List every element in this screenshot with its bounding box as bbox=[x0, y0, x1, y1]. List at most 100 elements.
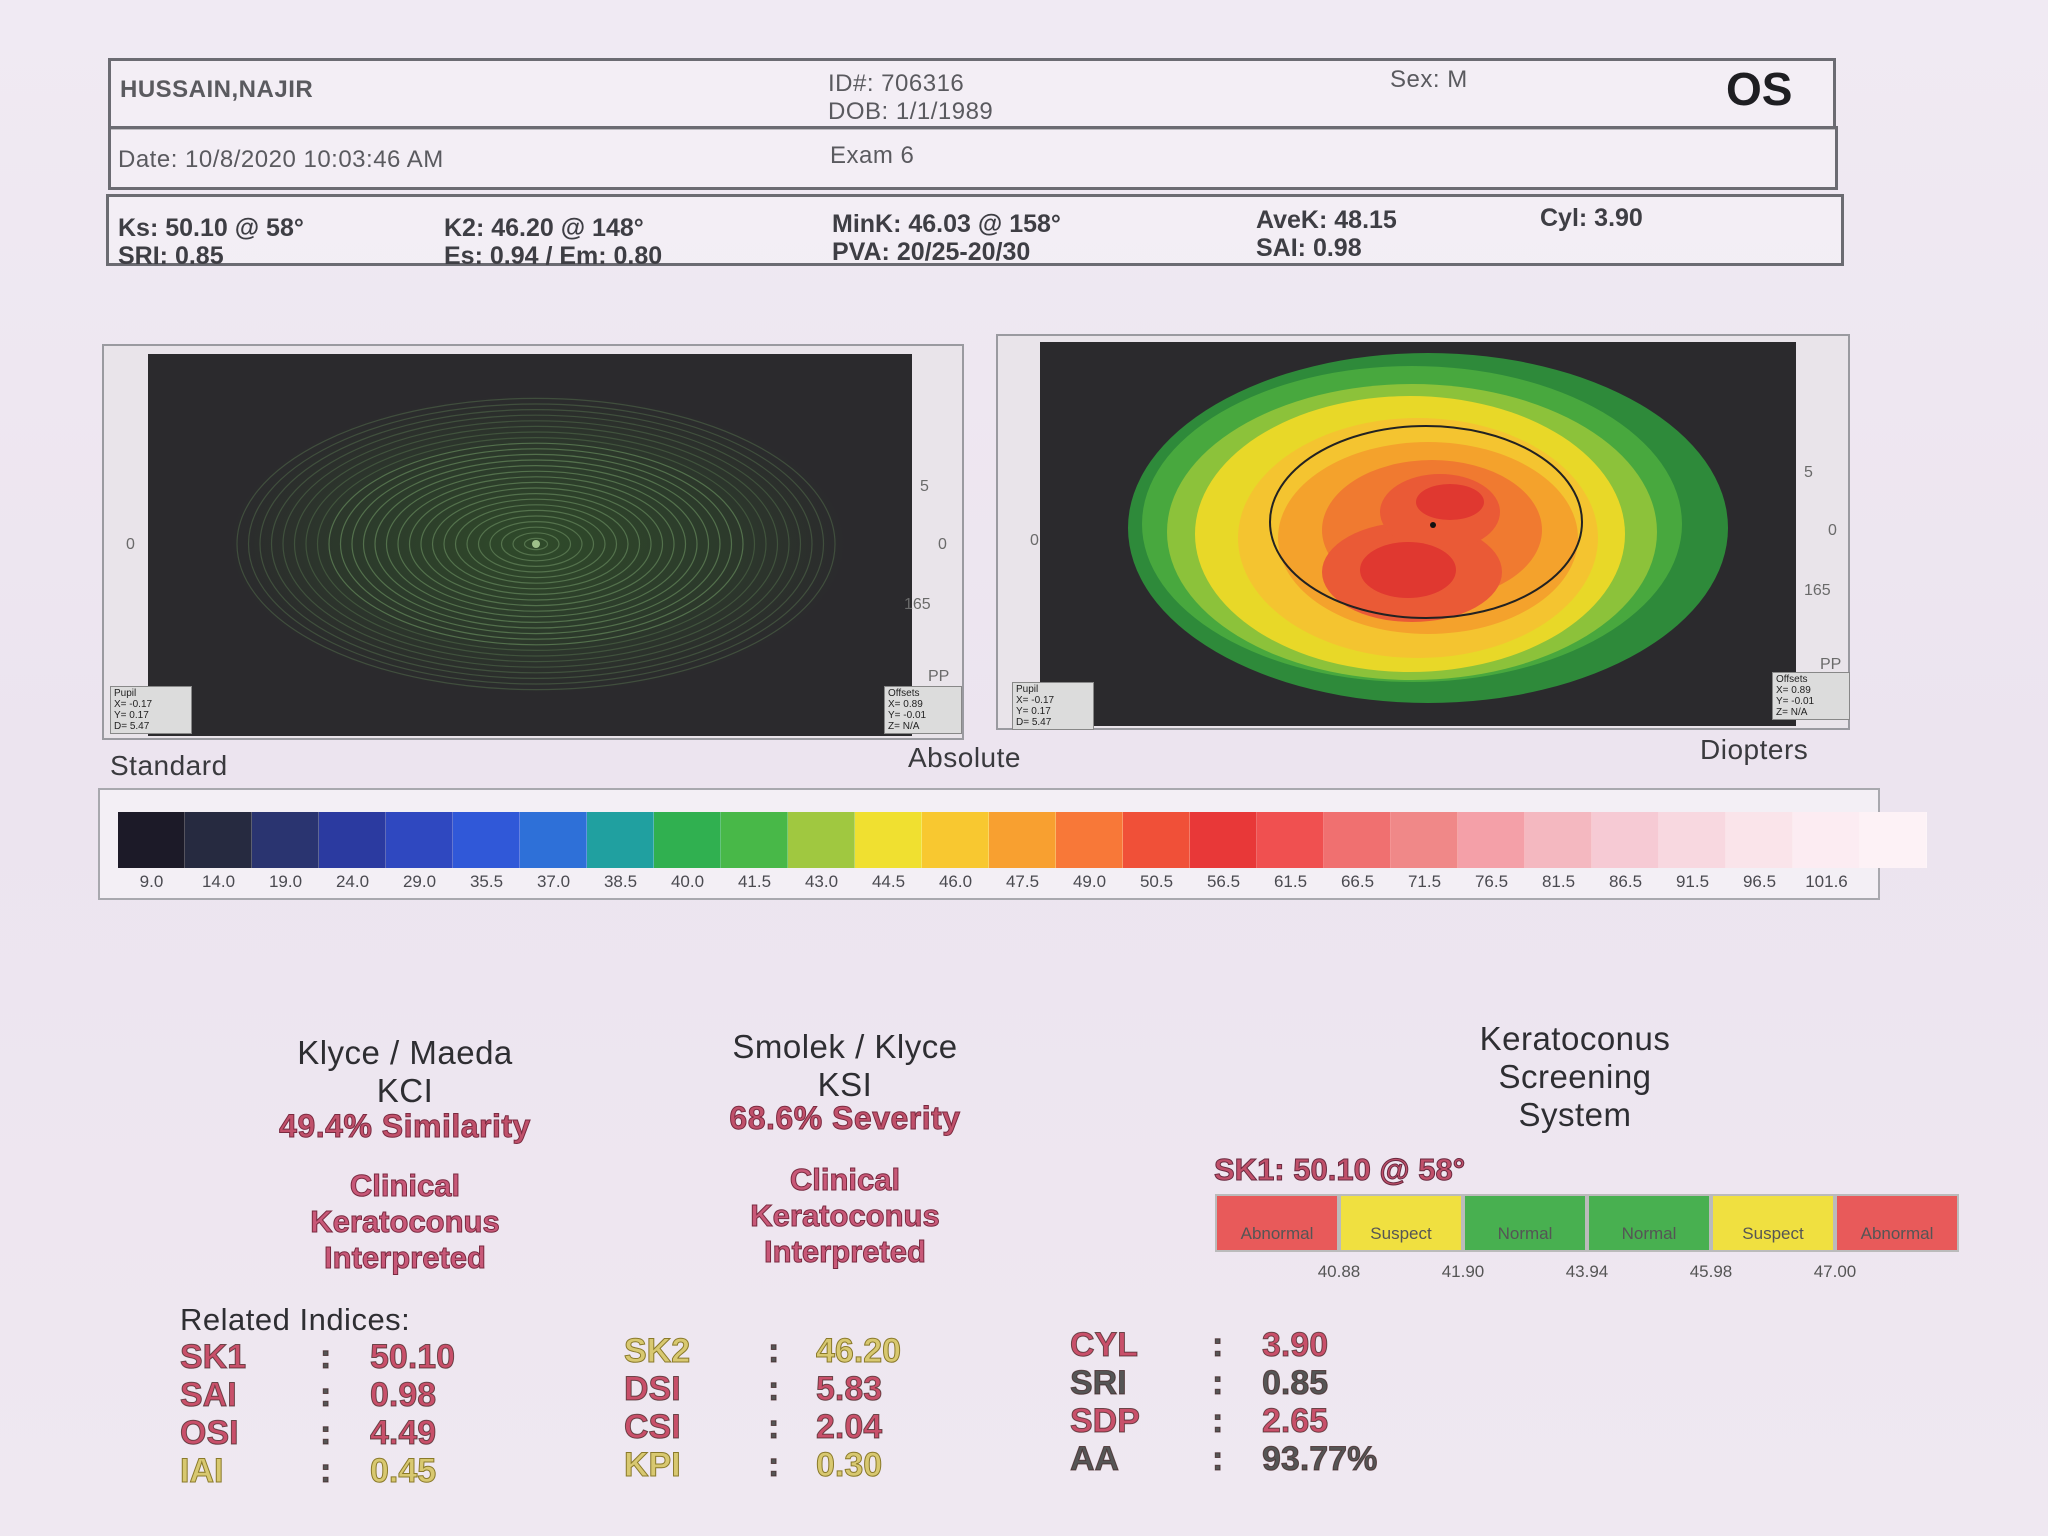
scale-label: 76.5 bbox=[1474, 872, 1509, 891]
index-separator: : bbox=[767, 1332, 780, 1371]
placido-ring bbox=[316, 436, 756, 652]
scale-label: 61.5 bbox=[1273, 872, 1308, 891]
kss-segment: Normal bbox=[1463, 1194, 1587, 1252]
placido-ring bbox=[270, 414, 802, 674]
scale-label: 29.0 bbox=[402, 872, 437, 891]
kss-tick: 41.90 bbox=[1441, 1262, 1485, 1281]
kci-value: 49.4% Similarity bbox=[279, 1108, 531, 1145]
sri-value: SRI: 0.85 bbox=[118, 242, 224, 270]
scale-label: 46.0 bbox=[938, 872, 973, 891]
scale-label: 40.0 bbox=[670, 872, 705, 891]
kss-tick: 40.88 bbox=[1317, 1262, 1361, 1281]
right-offsets-info: Offsets X= 0.89 Y= -0.01 Z= N/A bbox=[1772, 672, 1850, 720]
color-scale-labels: 9.0 14.0 19.0 24.0 29.0 35.5 37.0 38.5 40.0 41.5 4… bbox=[118, 872, 1860, 892]
index-value: 93.77% bbox=[1261, 1440, 1378, 1479]
exam-date: Date: 10/8/2020 10:03:46 AM bbox=[118, 146, 444, 173]
index-separator: : bbox=[767, 1446, 780, 1485]
scale-label: 43.0 bbox=[804, 872, 839, 891]
scale-swatch bbox=[922, 812, 989, 868]
kss-segment: Suspect bbox=[1711, 1194, 1835, 1252]
placido-ring bbox=[282, 420, 790, 668]
index-separator: : bbox=[1211, 1402, 1224, 1441]
index-separator: : bbox=[1211, 1364, 1224, 1403]
placido-ring bbox=[328, 442, 744, 646]
scale-label: 96.5 bbox=[1742, 872, 1777, 891]
left-offsets-info: Offsets X= 0.89 Y= -0.01 Z= N/A bbox=[884, 686, 962, 734]
index-name: SK2 bbox=[623, 1332, 691, 1371]
right-side-tick-1: 5 bbox=[1804, 464, 1813, 481]
scale-swatch bbox=[855, 812, 922, 868]
kss-segment: Abnormal bbox=[1835, 1194, 1959, 1252]
patient-dob: DOB: 1/1/1989 bbox=[828, 98, 994, 125]
left-side-tick-1: 5 bbox=[920, 478, 929, 495]
right-side-tick-2: 0 bbox=[1828, 522, 1837, 539]
ksi-title: Smolek / Klyce KSI bbox=[732, 1028, 958, 1103]
kss-segment-bar: Abnormal Suspect Normal Normal Suspect Abnorm… bbox=[1215, 1194, 1959, 1252]
placido-ring bbox=[512, 532, 560, 556]
placido-ring bbox=[420, 487, 652, 601]
eye-indicator: OS bbox=[1726, 63, 1793, 115]
scale-swatch bbox=[185, 812, 252, 868]
scale-label: 38.5 bbox=[603, 872, 638, 891]
scale-label: 91.5 bbox=[1675, 872, 1710, 891]
left-side-tick-3: 165 bbox=[904, 596, 931, 613]
index-name: IAI bbox=[179, 1452, 224, 1491]
scale-swatch bbox=[788, 812, 855, 868]
left-side-tick-pp: PP bbox=[928, 668, 950, 685]
index-name: CSI bbox=[624, 1408, 682, 1447]
kss-title: Keratoconus Screening System bbox=[1479, 1020, 1671, 1133]
scale-swatch bbox=[721, 812, 788, 868]
index-separator: : bbox=[319, 1376, 332, 1415]
scale-label: 47.5 bbox=[1005, 872, 1040, 891]
scale-swatch bbox=[1324, 812, 1391, 868]
placido-ring bbox=[259, 409, 813, 679]
index-value: 46.20 bbox=[815, 1332, 902, 1371]
cyl-value: Cyl: 3.90 bbox=[1540, 204, 1643, 232]
index-value: 0.30 bbox=[815, 1446, 883, 1485]
scale-swatch bbox=[1056, 812, 1123, 868]
color-scale-swatches bbox=[118, 812, 1927, 868]
scale-label: 101.6 bbox=[1805, 872, 1848, 891]
index-value: 2.65 bbox=[1261, 1402, 1329, 1441]
index-name: SAI bbox=[180, 1376, 238, 1415]
scale-label: 35.5 bbox=[469, 872, 504, 891]
ks-value: Ks: 50.10 @ 58° bbox=[118, 214, 304, 242]
placido-ring bbox=[397, 476, 675, 612]
scale-label: 44.5 bbox=[871, 872, 906, 891]
placido-ring bbox=[443, 498, 629, 590]
index-name: DSI bbox=[624, 1370, 682, 1409]
scale-swatch bbox=[1190, 812, 1257, 868]
index-name: SDP bbox=[1070, 1402, 1141, 1441]
index-value: 4.49 bbox=[369, 1414, 437, 1453]
placido-ring bbox=[466, 509, 606, 579]
scale-swatch bbox=[520, 812, 587, 868]
scale-label: 19.0 bbox=[268, 872, 303, 891]
index-separator: : bbox=[767, 1408, 780, 1447]
scale-swatch bbox=[1793, 812, 1860, 868]
scale-swatch bbox=[1860, 812, 1927, 868]
color-scale: 9.0 14.0 19.0 24.0 29.0 35.5 37.0 38.5 40.0 41.5 4… bbox=[98, 788, 1927, 900]
index-name: KPI bbox=[624, 1446, 682, 1485]
placido-ring bbox=[431, 493, 641, 596]
scale-swatch bbox=[1458, 812, 1525, 868]
index-separator: : bbox=[1211, 1440, 1224, 1479]
scale-label: 66.5 bbox=[1340, 872, 1375, 891]
scale-swatch bbox=[1391, 812, 1458, 868]
scale-label: 9.0 bbox=[139, 872, 164, 891]
scale-swatch bbox=[453, 812, 520, 868]
index-name: SK1 bbox=[179, 1338, 247, 1377]
index-separator: : bbox=[767, 1370, 780, 1409]
placido-ring bbox=[385, 470, 687, 618]
avek-value: AveK: 48.15 bbox=[1256, 206, 1397, 234]
topography-plot bbox=[1128, 353, 1728, 703]
scale-label: 49.0 bbox=[1072, 872, 1107, 891]
placido-ring bbox=[523, 537, 549, 551]
placido-ring bbox=[339, 448, 733, 640]
index-value: 0.85 bbox=[1261, 1364, 1329, 1403]
right-side-tick-3: 165 bbox=[1804, 582, 1831, 599]
standard-map: 5 0 165 PP 0 Pupil X= -0.17 Y= 0.17 D= 5… bbox=[102, 344, 964, 740]
left-pupil-info: Pupil X= -0.17 Y= 0.17 D= 5.47 bbox=[110, 686, 192, 734]
scale-swatch bbox=[1726, 812, 1793, 868]
kci-interpretation: Clinical Keratoconus Interpreted bbox=[310, 1168, 500, 1276]
